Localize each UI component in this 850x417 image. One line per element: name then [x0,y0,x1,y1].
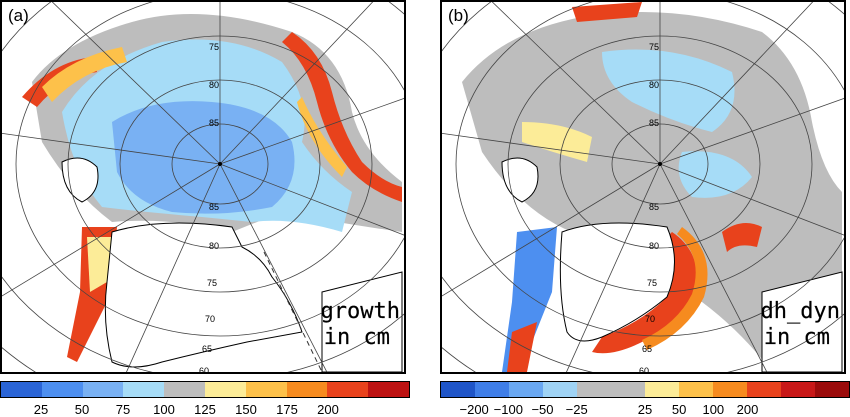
land-europe [321,271,403,372]
colorbar-tick-label: 25 [637,402,653,417]
lat-label-75: 75 [209,42,219,52]
caption-line2-a: in cm [323,325,390,350]
caption-line1-b: dh_dyn [760,299,840,324]
lat-label-70: 70 [205,314,215,324]
colorbar-segment [815,382,849,397]
edge-orange-top [42,47,127,102]
colorbar-tick-label: −25 [565,402,588,417]
edge-red-top [572,2,642,22]
caption-line2-b: in cm [763,325,830,350]
colorbar-a [0,381,410,398]
colorbar-segment [441,382,475,397]
meridian-grid [442,2,844,372]
colorbar-tick-label: −200 [459,402,489,417]
panel-a: 75 80 85 85 80 75 70 65 60 (a) growth in… [0,0,410,417]
colorbar-tick-label: −50 [531,402,554,417]
ice-lightblue-patch [602,49,735,132]
panel-label-b: (b) [448,6,469,25]
colorbar-segment [747,382,781,397]
ice-gray-region [462,12,842,372]
lat-label-75: 75 [649,42,659,52]
colorbar-segment [645,382,679,397]
lat-label-85: 85 [209,118,219,128]
edge-red-right [722,223,762,252]
lat-label-70: 70 [645,314,655,324]
edge-yellow-left [87,237,112,292]
lat-label-65: 65 [642,344,652,354]
land-greenland [104,222,303,368]
colorbar-segment [123,382,165,397]
colorbar-segment [781,382,815,397]
colorbar-segment [368,382,409,397]
edge-red-bottom-left [507,322,537,372]
colorbar-segment [713,382,747,397]
colorbar-tick-label: 150 [235,402,257,417]
colorbar-tick-label: 125 [194,402,216,417]
colorbar-tick-label: 100 [153,402,175,417]
colorbar-segment [611,382,645,397]
caption-line1-a: growth [320,299,400,324]
colorbar-segment [679,382,713,397]
colorbar-segment [543,382,577,397]
colorbar-b [440,381,850,398]
lat-label-75-south: 75 [207,278,217,288]
lat-label-80-south: 80 [649,241,659,251]
colorbar-segment [204,382,246,397]
panel-b: 75 80 85 85 80 75 70 65 60 (b) dh_dyn in… [440,0,850,417]
lat-label-65: 65 [202,344,212,354]
colorbar-segment [41,382,83,397]
colorbar-segment [327,382,369,397]
lat-label-60: 60 [639,366,649,374]
ice-blue-region [112,101,295,214]
lat-label-80-south: 80 [209,241,219,251]
colorbar-segment [509,382,543,397]
meridian-grid [2,2,404,372]
ice-lightblue-patch-2 [678,151,752,198]
colorbar-segment [82,382,124,397]
colorbar-tick-label: 50 [74,402,90,417]
colorbar-segment [475,382,509,397]
colorbar-tick-label: −100 [493,402,523,417]
map-b: 75 80 85 85 80 75 70 65 60 [442,2,844,374]
map-frame-a: 75 80 85 85 80 75 70 65 60 (a) growth in… [0,0,406,374]
colorbar-tick-label: 200 [317,402,339,417]
edge-orange-right [297,97,347,177]
colorbar-segment [164,382,205,397]
dashed-line [263,251,323,372]
colorbar-tick-label: 25 [33,402,49,417]
north-pole-marker [218,162,222,166]
land-greenland [559,222,675,342]
lat-label-85-south: 85 [209,202,219,212]
north-pole-marker [658,162,662,166]
edge-red-right [282,32,402,202]
colorbar-tick-label: 50 [671,402,687,417]
colorbar-segment [1,382,42,397]
lat-label-85: 85 [649,118,659,128]
colorbar-tick-label: 100 [702,402,725,417]
lat-label-85-south: 85 [649,202,659,212]
colorbar-segment [286,382,328,397]
land-europe [761,271,843,372]
colorbar-segment [577,382,611,397]
map-frame-b: 75 80 85 85 80 75 70 65 60 (b) dh_dyn in… [440,0,846,374]
panel-label-a: (a) [8,6,29,25]
colorbar-tick-label: 200 [736,402,759,417]
lat-label-75-south: 75 [647,278,657,288]
colorbar-tick-label: 75 [115,402,131,417]
colorbar-tick-label: 175 [276,402,298,417]
lat-label-60: 60 [199,366,209,374]
map-a: 75 80 85 85 80 75 70 65 60 [2,2,404,374]
lat-label-80: 80 [209,80,219,90]
lat-label-80: 80 [649,80,659,90]
colorbar-segment [245,382,287,397]
